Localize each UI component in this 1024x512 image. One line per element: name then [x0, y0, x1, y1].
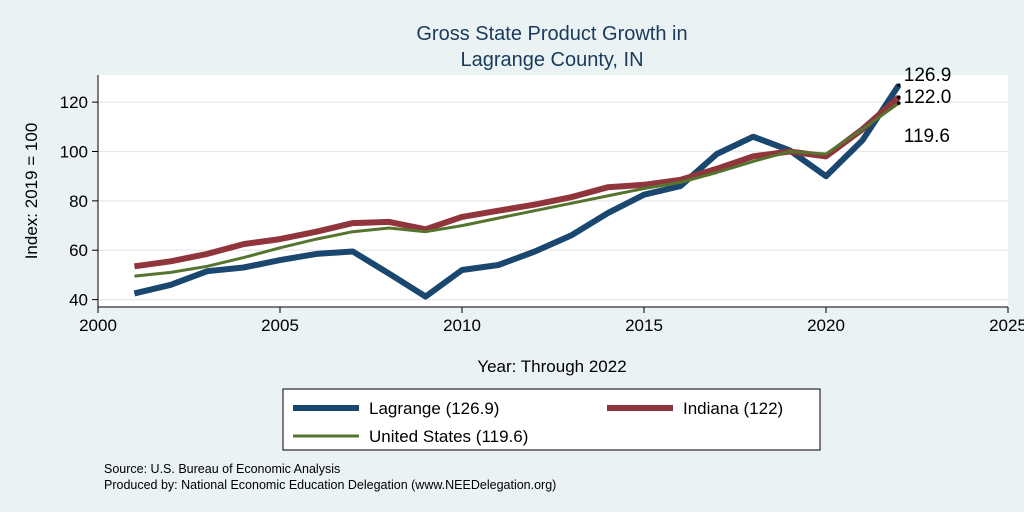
- x-axis-title: Year: Through 2022: [477, 357, 626, 376]
- y-tick-label: 80: [69, 192, 88, 211]
- series-line-1: [133, 94, 901, 270]
- y-axis-title: Index: 2019 = 100: [22, 123, 41, 260]
- x-tick-label: 2025: [989, 316, 1024, 335]
- legend-box: [282, 388, 821, 451]
- series: [133, 83, 902, 300]
- x-tick-label: 2005: [261, 316, 299, 335]
- x-tick-label: 2020: [807, 316, 845, 335]
- y-tick-label: 40: [69, 291, 88, 310]
- legend-label: United States (119.6): [369, 427, 528, 446]
- end-marker: [897, 83, 901, 87]
- end-label: 119.6: [904, 126, 950, 147]
- series-line-2: [134, 101, 900, 278]
- produced-by-note: Produced by: National Economic Education…: [104, 478, 556, 492]
- x-tick-label: 2000: [79, 316, 117, 335]
- x-tick-label: 2015: [625, 316, 663, 335]
- series-line-0: [133, 83, 902, 300]
- end-marker: [897, 101, 901, 105]
- source-note: Source: U.S. Bureau of Economic Analysis: [104, 462, 340, 476]
- legend: Lagrange (126.9) Indiana (122) United Stat…: [282, 388, 821, 451]
- chart-title-line-2: Lagrange County, IN: [460, 49, 643, 71]
- x-tick-label: 2010: [443, 316, 481, 335]
- y-tick-label: 120: [60, 93, 88, 112]
- end-marker: [897, 95, 901, 100]
- plot-area: [98, 75, 1008, 307]
- y-tick-label: 100: [60, 143, 88, 162]
- y-tick-label: 60: [69, 241, 88, 260]
- axes: 40 60 80 100 120 2000 2005 2010 2015 2020 2025: [60, 75, 1024, 335]
- legend-label: Lagrange (126.9): [369, 399, 499, 418]
- chart-title-line-1: Gross State Product Growth in: [416, 23, 687, 45]
- legend-label: Indiana (122): [683, 399, 783, 418]
- end-label: 122.0: [904, 87, 952, 108]
- end-label: 126.9: [904, 65, 952, 86]
